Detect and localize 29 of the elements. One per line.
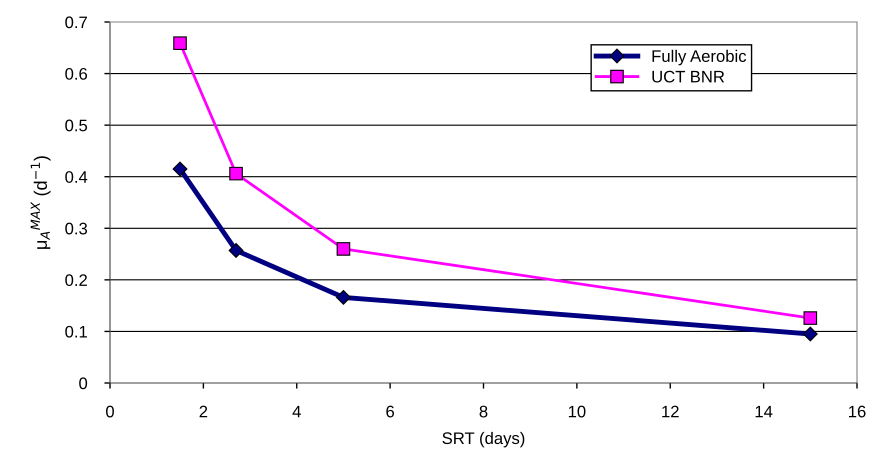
x-tick-label: 0 [106,406,114,418]
y-tick-label: 0.3 [65,222,88,234]
legend-label: UCT BNR [652,70,724,83]
point [802,326,818,342]
y-tick-label: 0.1 [65,326,87,338]
point [229,166,243,180]
y-tick-label: 0.4 [65,171,88,183]
point [804,311,818,325]
x-tick-label: 12 [662,406,679,418]
point [172,162,188,176]
point [336,242,350,256]
x-tick-label: 14 [756,406,772,418]
point [173,36,187,50]
y-axis-title: μ$_{A}$$^{MAX}$ (d$^{−1}$) [30,156,51,249]
x-tick-label: 6 [386,406,394,418]
x-axis-title: SRT (days) [442,432,524,448]
y-tick-label: 0.5 [65,120,88,132]
y-tick-label: 0.6 [65,68,88,80]
x-tick-label: 10 [568,406,586,418]
y-tick-label: 0.7 [65,16,87,28]
x-tick-label: 16 [849,406,866,418]
x-tick-label: 8 [480,406,488,418]
x-tick-label: 2 [200,406,208,418]
legend-label: Fully Aerobic [652,50,746,66]
y-tick-label: 0 [79,377,88,390]
y-tick-label: 0.2 [65,274,87,286]
x-tick-label: 4 [292,406,301,418]
point [336,290,351,305]
point [228,243,244,258]
